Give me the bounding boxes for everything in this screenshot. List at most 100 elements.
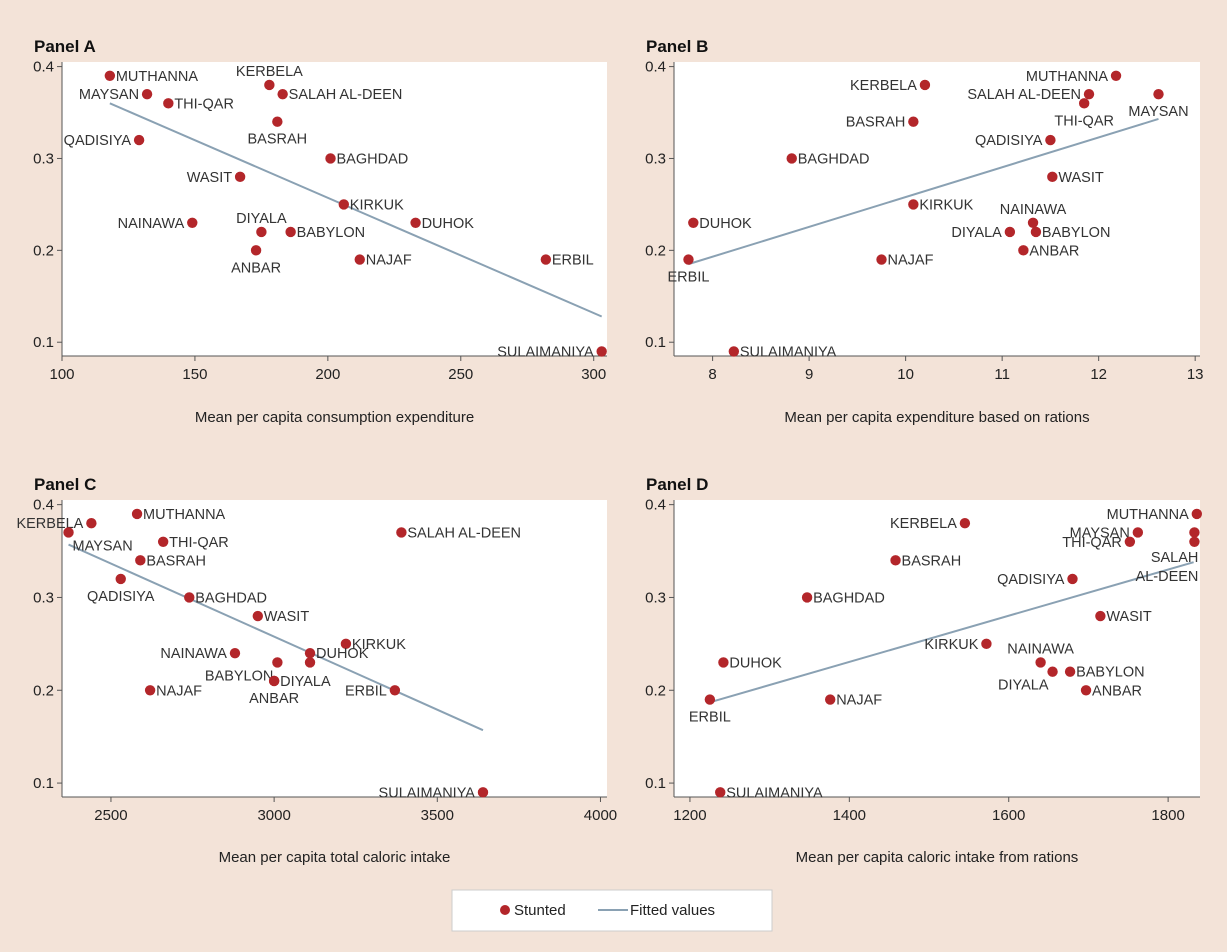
point-label: WASIT xyxy=(187,170,233,186)
data-point xyxy=(234,171,246,183)
data-point xyxy=(1030,226,1042,238)
data-point xyxy=(596,346,607,357)
point-label: NAJAF xyxy=(888,253,934,269)
data-point xyxy=(1095,610,1106,622)
plot-area xyxy=(674,62,1200,356)
data-point xyxy=(1078,98,1090,109)
point-label: WASIT xyxy=(264,609,310,625)
point-label: BASRAH xyxy=(902,553,962,569)
point-label: SALAH AL-DEEN xyxy=(967,87,1081,103)
data-point xyxy=(1067,573,1078,585)
y-tick-label: 0.2 xyxy=(33,682,54,699)
x-tick-label: 3000 xyxy=(257,807,290,824)
point-label: BAGHDAD xyxy=(195,590,267,606)
data-point xyxy=(250,245,262,256)
point-label: KIRKUK xyxy=(350,197,404,213)
x-tick-label: 3500 xyxy=(421,807,454,824)
data-point xyxy=(919,79,931,91)
x-tick-label: 11 xyxy=(994,366,1010,383)
point-label: DUHOK xyxy=(699,216,752,232)
data-point xyxy=(1132,527,1144,538)
plot-area xyxy=(674,500,1200,797)
data-point xyxy=(704,694,716,705)
data-point xyxy=(908,199,919,210)
point-label: DUHOK xyxy=(422,216,475,232)
point-label: BAGHDAD xyxy=(337,151,409,167)
data-point xyxy=(325,153,336,164)
point-label: WASIT xyxy=(1058,170,1104,186)
point-label: KIRKUK xyxy=(924,637,978,653)
x-tick-label: 10 xyxy=(897,366,914,383)
data-point xyxy=(63,527,74,538)
point-label: ANBAR xyxy=(249,691,299,707)
data-point xyxy=(718,657,729,668)
x-tick-label: 250 xyxy=(448,366,473,383)
point-label: MAYSAN xyxy=(73,538,133,554)
point-label: NAJAF xyxy=(156,683,202,699)
point-label: ERBIL xyxy=(668,270,710,286)
y-tick-label: 0.3 xyxy=(33,150,54,167)
panel-title: Panel C xyxy=(34,475,96,494)
data-point xyxy=(277,88,288,100)
point-label: SALAH xyxy=(1151,550,1199,566)
point-label: KIRKUK xyxy=(919,197,973,213)
point-label: BASRAH xyxy=(846,115,906,131)
data-point xyxy=(1083,88,1095,100)
data-point xyxy=(86,518,97,529)
y-tick-label: 0.4 xyxy=(645,59,666,76)
point-label: ERBIL xyxy=(689,710,731,726)
data-point xyxy=(981,638,992,650)
x-tick-label: 150 xyxy=(182,366,207,383)
point-label: BAGHDAD xyxy=(813,590,885,606)
y-tick-label: 0.1 xyxy=(645,775,666,792)
fitted-line xyxy=(68,543,484,732)
plot-area xyxy=(62,500,607,797)
point-label: ERBIL xyxy=(552,253,594,269)
data-point xyxy=(304,657,316,668)
point-label: BASRAH xyxy=(248,132,308,148)
point-label: NAJAF xyxy=(836,693,882,709)
x-tick-label: 2500 xyxy=(94,807,127,824)
data-point xyxy=(256,226,267,238)
data-point xyxy=(540,254,552,265)
legend-fitted-label: Fitted values xyxy=(630,902,715,919)
point-label: QADISIYA xyxy=(87,589,155,605)
y-tick-label: 0.2 xyxy=(645,242,666,259)
point-label: SULAIMANIYA xyxy=(379,785,476,801)
data-point xyxy=(131,508,143,520)
point-label: ERBIL xyxy=(345,683,387,699)
y-tick-label: 0.4 xyxy=(645,497,666,514)
data-point xyxy=(908,116,919,127)
data-point xyxy=(715,787,726,798)
point-label: ANBAR xyxy=(231,260,281,276)
data-point xyxy=(1080,685,1092,696)
panel-4: Panel D 0.1 0.2 0.3 0.4 1200 1400 1600 1800 Mean … xyxy=(645,475,1203,866)
data-point xyxy=(1027,217,1039,228)
data-point xyxy=(1124,536,1136,547)
data-point xyxy=(1064,666,1076,677)
point-label: MUTHANNA xyxy=(143,507,225,523)
data-point xyxy=(104,70,116,81)
point-label: MAYSAN xyxy=(1128,104,1188,120)
data-point xyxy=(252,610,264,622)
point-label: QADISIYA xyxy=(997,572,1065,588)
legend-stunted-label: Stunted xyxy=(514,902,566,919)
x-axis-label: Mean per capita caloric intake from rati… xyxy=(796,849,1079,866)
point-label: ANBAR xyxy=(1092,683,1142,699)
x-tick-label: 8 xyxy=(708,366,716,383)
x-tick-label: 200 xyxy=(315,366,340,383)
point-label: BABYLON xyxy=(297,225,366,241)
data-point xyxy=(1191,508,1203,520)
point-label: NAINAWA xyxy=(1000,202,1067,218)
point-label: THI-QAR xyxy=(1062,535,1122,551)
data-point xyxy=(890,555,901,566)
point-label: ANBAR xyxy=(1029,243,1079,259)
y-tick-label: 0.4 xyxy=(33,497,54,514)
panel-title: Panel B xyxy=(646,37,708,56)
point-label: MAYSAN xyxy=(1070,525,1130,541)
fitted-line xyxy=(688,118,1159,266)
data-point xyxy=(876,254,887,265)
data-point xyxy=(959,518,971,529)
data-point xyxy=(115,573,126,585)
